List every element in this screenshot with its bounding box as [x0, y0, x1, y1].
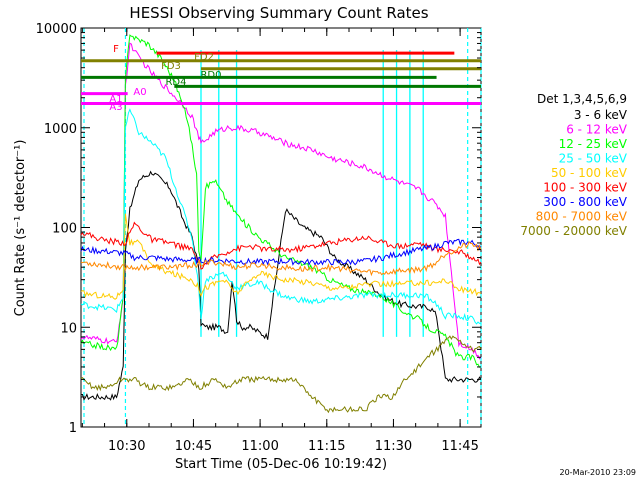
y-tick-label: 1000 [44, 122, 77, 137]
series-line-100-300-kev [80, 221, 482, 270]
plot-area: F FD2 FD3 RD0 RD4 A1 A0 A3 10:30 10:45 11:00 11:15… [36, 22, 482, 454]
x-axis-label: Start Time (05-Dec-06 10:19:42) [175, 457, 387, 472]
flag-label-rd4: RD4 [165, 77, 186, 88]
flag-label-f: F [113, 44, 119, 55]
series-line-50-100-kev [80, 213, 482, 300]
x-tick-label: 11:00 [241, 439, 278, 454]
series-line-7000-20000-kev [80, 335, 482, 414]
y-tick-label: 100 [52, 222, 77, 237]
chart-title: HESSI Observing Summary Count Rates [129, 4, 428, 22]
legend-entry: 6 - 12 keV [566, 123, 628, 137]
flag-label-a3: A3 [109, 102, 122, 113]
flag-label-fd3: FD3 [161, 61, 181, 72]
x-tick-label: 10:45 [175, 439, 212, 454]
y-tick-label: 1 [69, 421, 77, 436]
series-line-6-12-kev [80, 42, 482, 360]
legend-entry: 3 - 6 keV [574, 108, 628, 122]
series-line-800-7000-kev [80, 241, 482, 277]
legend-entry: 50 - 100 keV [551, 166, 628, 180]
series-line-300-800-kev [80, 238, 482, 267]
x-tick-label: 10:30 [108, 439, 145, 454]
x-tick-label: 11:30 [375, 439, 412, 454]
flag-label-rd0: RD0 [200, 70, 221, 81]
x-tick-label: 11:45 [441, 439, 478, 454]
y-tick-label: 10 [60, 321, 77, 336]
legend-entry: 12 - 25 keV [559, 137, 628, 151]
y-axis-label: Count Rate (s⁻¹ detector⁻¹) [13, 140, 28, 317]
series-line-25-50-kev [80, 108, 482, 325]
footer-date-stamp: 20-Mar-2010 23:09 [560, 468, 637, 477]
y-tick-label: 10000 [36, 22, 77, 37]
flag-label-fd2: FD2 [194, 52, 214, 63]
legend-entry: 800 - 7000 keV [536, 210, 628, 224]
legend-entry: 7000 - 20000 keV [520, 224, 627, 238]
flag-label-a1: A1 [109, 94, 122, 105]
flag-label-a0: A0 [133, 87, 146, 98]
series-line-12-25-kev [80, 34, 482, 368]
legend-entry: 25 - 50 keV [559, 152, 628, 166]
x-tick-label: 11:15 [308, 439, 345, 454]
legend-entry: 100 - 300 keV [543, 181, 627, 195]
legend-title: Det 1,3,4,5,6,9 [537, 92, 627, 106]
legend-entry: 300 - 800 keV [543, 195, 627, 209]
